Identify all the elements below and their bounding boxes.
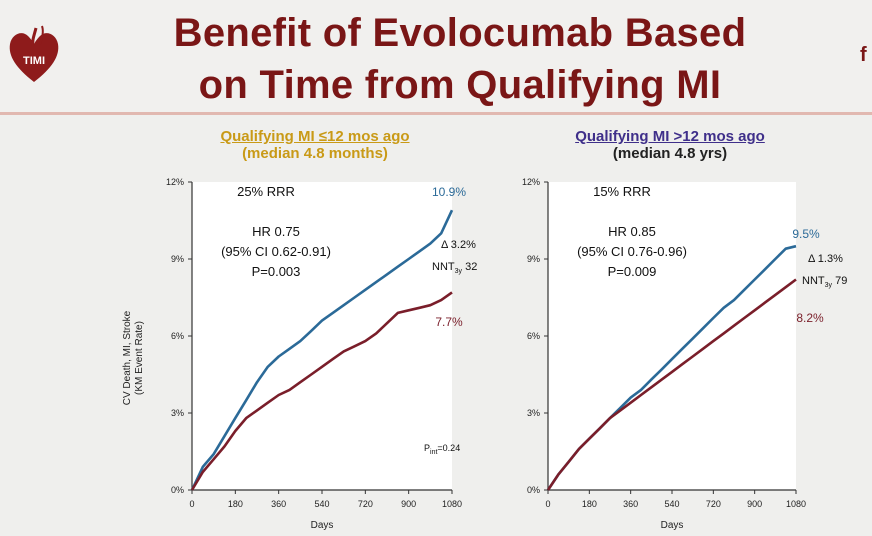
cropped-edge-letter: f — [860, 44, 867, 66]
right-y-tick-label: 12% — [522, 177, 540, 187]
left-y-tick-label: 6% — [171, 331, 184, 341]
right-y-tick-label: 3% — [527, 408, 540, 418]
left-panel-header: Qualifying MI ≤12 mos ago (median 4.8 mo… — [160, 128, 470, 162]
right-panel-title: Qualifying MI >12 mos ago — [575, 128, 765, 145]
right-p-label: P=0.009 — [608, 264, 657, 279]
left-delta-label: Δ 3.2% — [441, 239, 476, 251]
left-panel-title: Qualifying MI ≤12 mos ago — [220, 128, 410, 145]
right-rrr-label: 15% RRR — [593, 184, 651, 199]
right-series-placebo-line — [546, 278, 797, 491]
left-y-tick-label: 3% — [171, 408, 184, 418]
right-delta-label: Δ 1.3% — [808, 253, 843, 265]
right-end-value-placebo: 8.2% — [796, 311, 824, 325]
right-nnt-label: NNT3y 79 — [802, 275, 847, 289]
left-x-tick-label: 180 — [228, 499, 243, 509]
left-hr-label: HR 0.75 — [252, 224, 300, 239]
left-x-axis-label: Days — [311, 520, 334, 531]
timi-heart-logo-icon: TIMI — [9, 25, 59, 82]
left-ci-label: (95% CI 0.62-0.91) — [221, 244, 331, 259]
left-y-axis-label-line2: (KM Event Rate) — [134, 321, 145, 395]
left-y-axis-label-line1: CV Death, MI, Stroke — [122, 310, 133, 405]
right-x-tick-label: 540 — [664, 499, 679, 509]
left-x-tick-label: 360 — [271, 499, 286, 509]
left-x-tick-label: 900 — [401, 499, 416, 509]
left-panel-subtitle: (median 4.8 months) — [242, 145, 388, 162]
left-rrr-label: 25% RRR — [237, 184, 295, 199]
right-x-tick-label: 180 — [582, 499, 597, 509]
right-panel-header: Qualifying MI >12 mos ago (median 4.8 yr… — [520, 128, 820, 162]
left-series-evolocumab-line — [190, 209, 454, 491]
right-end-value-evolocumab: 9.5% — [792, 227, 820, 241]
right-ci-label: (95% CI 0.76-0.96) — [577, 244, 687, 259]
right-panel-subtitle: (median 4.8 yrs) — [612, 145, 728, 162]
left-end-value-placebo: 7.7% — [435, 315, 463, 329]
slide-title-line-1: Benefit of Evolocumab Based — [173, 11, 747, 55]
left-y-tick-label: 12% — [166, 177, 184, 187]
left-p-interaction-label: Pint=0.24 — [424, 443, 460, 456]
right-x-tick-label: 1080 — [786, 499, 806, 509]
title-band — [0, 0, 872, 112]
right-x-tick-label: 900 — [747, 499, 762, 509]
left-plot-area — [192, 182, 452, 490]
slide-title-line-2: on Time from Qualifying MI — [198, 63, 722, 107]
left-x-tick-label: 0 — [189, 499, 194, 509]
left-x-tick-label: 720 — [358, 499, 373, 509]
left-x-tick-label: 1080 — [442, 499, 462, 509]
right-x-tick-label: 720 — [706, 499, 721, 509]
right-y-tick-label: 6% — [527, 331, 540, 341]
left-y-tick-label: 0% — [171, 485, 184, 495]
left-nnt-label: NNT3y 32 — [432, 261, 477, 275]
logo-text: TIMI — [23, 55, 45, 67]
right-x-axis-label: Days — [661, 520, 684, 531]
right-y-tick-label: 0% — [527, 485, 540, 495]
right-hr-label: HR 0.85 — [608, 224, 656, 239]
right-y-tick-label: 9% — [527, 254, 540, 264]
left-series-placebo-line — [190, 291, 453, 491]
left-p-label: P=0.003 — [252, 264, 301, 279]
title-divider — [0, 112, 872, 115]
left-y-tick-label: 9% — [171, 254, 184, 264]
right-x-tick-label: 360 — [623, 499, 638, 509]
left-end-value-evolocumab: 10.9% — [432, 185, 466, 199]
left-x-tick-label: 540 — [314, 499, 329, 509]
right-x-tick-label: 0 — [545, 499, 550, 509]
